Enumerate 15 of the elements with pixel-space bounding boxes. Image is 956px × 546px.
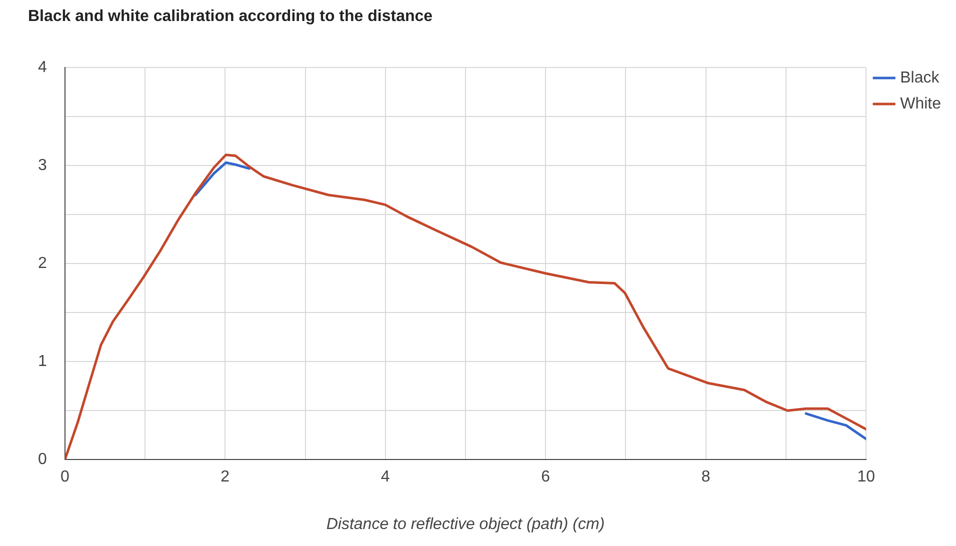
y-tick-label: 3 (38, 157, 47, 174)
legend-label: White (900, 95, 942, 112)
x-axis-title: Distance to reflective object (path) (cm) (326, 516, 605, 533)
y-tick-label: 4 (38, 59, 47, 76)
x-tick-label: 10 (857, 468, 876, 486)
x-tick-label: 6 (541, 468, 550, 486)
y-tick-label: 0 (38, 451, 47, 468)
chart-title: Black and white calibration according to the distance (28, 8, 433, 26)
x-tick-label: 2 (220, 468, 230, 486)
legend-label: Black (900, 69, 940, 86)
x-tick-label: 4 (380, 468, 390, 486)
y-tick-label: 1 (38, 353, 47, 370)
x-tick-label: 0 (60, 468, 70, 486)
y-tick-label: 2 (38, 255, 47, 272)
x-tick-label: 8 (701, 468, 710, 486)
